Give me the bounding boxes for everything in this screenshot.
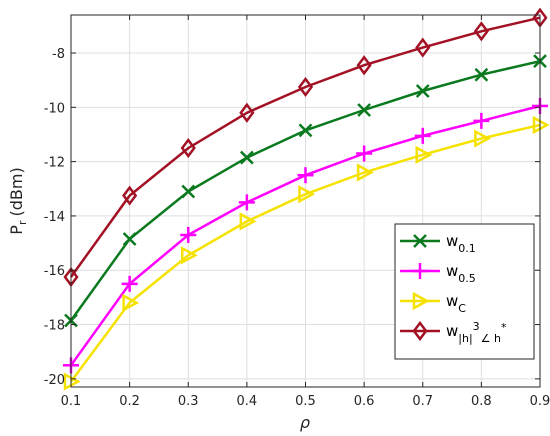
y-tick-label: -20: [44, 373, 65, 388]
series-3-point: [239, 212, 257, 231]
legend: w0.1 w0.5 wC w|h|3∠ h*: [394, 223, 535, 360]
y-axis-label: Pr (dBm): [7, 167, 29, 234]
y-axis-label-sub: r: [16, 220, 29, 225]
series-2-point: [121, 275, 138, 292]
legend-label-wc: wC: [446, 292, 466, 315]
series-3: [63, 115, 550, 391]
series-1-point: [415, 84, 430, 98]
y-tick-label: -16: [44, 264, 65, 279]
legend-entry-w01: w0.1: [400, 232, 476, 255]
series-4-point: [239, 102, 255, 123]
series-4-point: [297, 76, 314, 98]
legend-entry-w05: w0.5: [400, 262, 476, 285]
x-tick-label: 0.8: [471, 394, 492, 409]
series-1-point-stroke-b: [122, 232, 137, 246]
legend-label-w05-sub: 0.5: [458, 272, 476, 285]
y-axis-label-unit: (dBm): [7, 167, 26, 216]
legend-sample-w05: [400, 263, 440, 279]
series-4-point: [122, 185, 138, 206]
series-2-point: [356, 145, 373, 162]
series-2-point: [238, 194, 255, 211]
series-3-point: [181, 246, 198, 265]
x-tick-label: 0.7: [412, 394, 433, 409]
series-4-point: [356, 55, 372, 76]
series-1-point: [474, 67, 489, 82]
series-4-point: [180, 137, 196, 159]
series-1-point-stroke-b: [181, 184, 196, 199]
legend-marker: [413, 234, 427, 248]
series-4: [63, 7, 548, 288]
legend-marker-stroke-b: [413, 234, 427, 248]
legend-entry-wh: w|h|3∠ h*: [400, 320, 507, 345]
legend-label-w01: w0.1: [446, 232, 476, 255]
y-axis-label-main: P: [7, 225, 26, 235]
series-2-point: [414, 127, 431, 144]
y-tick-label: -18: [44, 319, 65, 334]
legend-sample-wc: [400, 291, 440, 311]
series-1-point: [239, 150, 254, 165]
legend-label-w05: w0.5: [446, 262, 476, 285]
ticks-layer: 0.1 0.2 0.3 0.4 0.5 0.6 0.7 0.8 0.9 -20 -18 -16 -14 -…: [44, 15, 550, 409]
series-4-line: [69, 16, 541, 278]
series-3-line: [69, 123, 541, 383]
x-tick-label: 0.4: [237, 394, 258, 409]
y-tick-label: -8: [52, 47, 65, 62]
series-4-point: [473, 21, 489, 42]
series-3-point: [122, 293, 140, 312]
legend-sample-wh: [400, 320, 440, 342]
y-tick-label: -14: [44, 210, 65, 225]
x-tick-label: 0.2: [119, 394, 140, 409]
legend-entry-wc: wC: [400, 291, 466, 315]
legend-label-w01-main: w: [446, 232, 458, 250]
x-tick-label: 0.5: [295, 394, 316, 409]
legend-label-wh-sup2: *: [501, 321, 507, 334]
series-1-point: [181, 184, 196, 199]
series-1-point-stroke-b: [239, 150, 254, 165]
series-4-point: [415, 37, 431, 58]
legend-sample-w01: [400, 234, 440, 248]
x-tick-label: 0.6: [354, 394, 375, 409]
series-1-point-stroke-b: [415, 84, 430, 98]
legend-marker: [412, 263, 428, 279]
series-1-point-stroke-b: [357, 103, 372, 117]
legend-label-wc-main: w: [446, 292, 458, 310]
x-tick-label: 0.9: [530, 394, 550, 409]
legend-label-wh-sup: 3: [473, 320, 480, 333]
legend-marker: [412, 291, 430, 311]
legend-marker: [412, 320, 428, 342]
x-tick-label: 0.1: [61, 394, 82, 409]
series-2-point: [473, 112, 490, 129]
legend-label-wc-sub: C: [458, 302, 466, 315]
series-3-point: [298, 185, 316, 204]
series-3-point: [415, 145, 433, 164]
legend-label-wh-sub2: ∠ h: [481, 332, 501, 345]
legend-label-w05-main: w: [446, 262, 458, 280]
series-3-point: [474, 129, 492, 148]
series-layer: [63, 7, 550, 391]
series-1-point: [122, 232, 137, 246]
series-2-point: [297, 167, 314, 184]
series-2-point: [180, 226, 197, 243]
legend-label-wh: w|h|3∠ h*: [446, 320, 507, 345]
x-axis-label: ρ: [300, 413, 310, 432]
series-3-point: [356, 163, 374, 182]
y-tick-label: -12: [44, 156, 65, 171]
x-tick-label: 0.3: [178, 394, 199, 409]
series-1-point-stroke-b: [474, 67, 489, 82]
y-tick-label: -10: [44, 101, 65, 116]
legend-label-w01-sub: 0.1: [458, 242, 476, 255]
series-1-point: [357, 103, 372, 117]
legend-label-wh-sub: |h|: [458, 332, 472, 345]
series-1-point-stroke-b: [298, 123, 313, 138]
series-2: [63, 97, 548, 374]
legend-label-wh-main: w: [446, 322, 458, 340]
series-1-point: [298, 123, 313, 138]
